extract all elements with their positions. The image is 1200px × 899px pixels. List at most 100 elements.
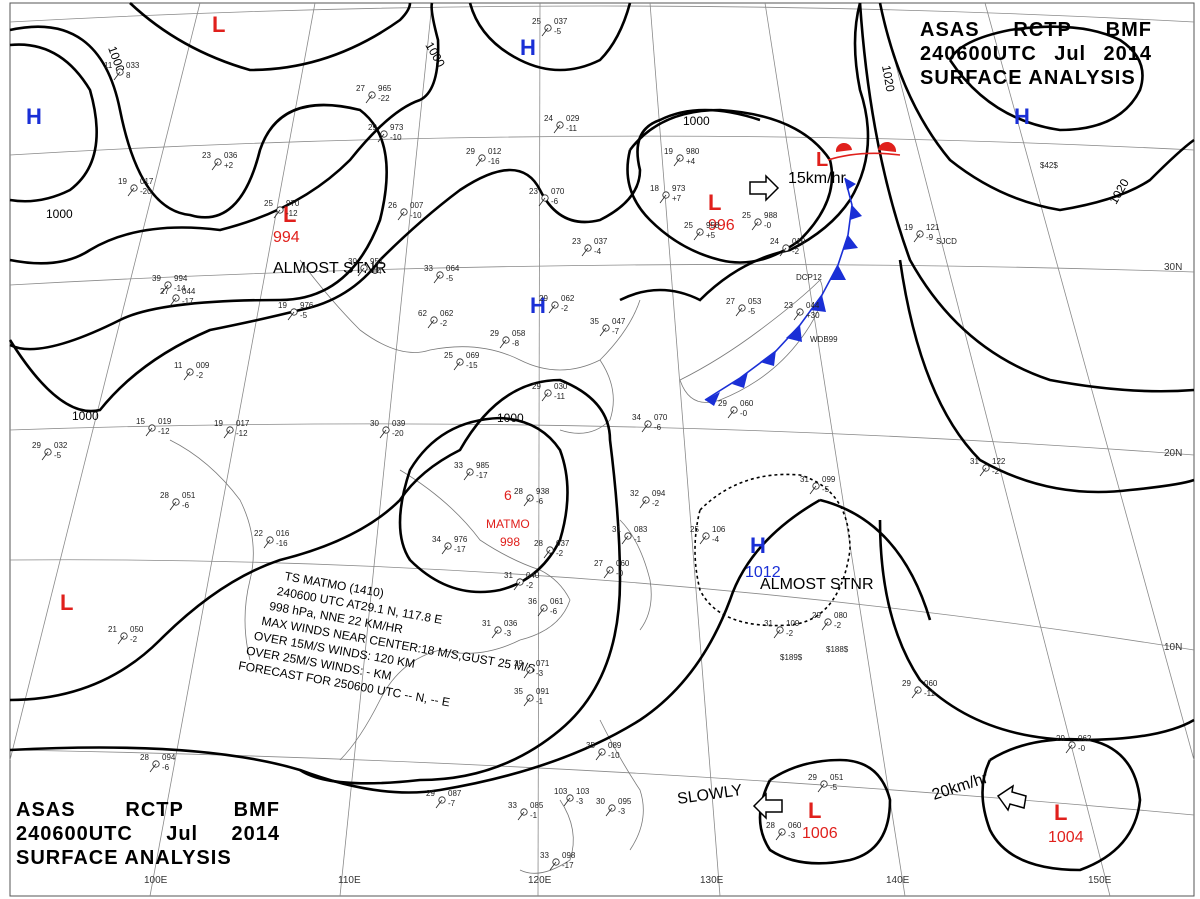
station-plot: 29 062-0: [1056, 734, 1092, 754]
station-pressure: 958: [706, 221, 720, 230]
high-center-symbol: H: [26, 104, 42, 129]
station-pressure-change: -5: [822, 485, 830, 494]
station-plot: 33 064-5: [424, 264, 460, 284]
station-temperature: 30: [596, 797, 605, 806]
station-temperature: 29: [466, 147, 475, 156]
wind-barb-icon: [793, 311, 801, 321]
station-pressure-change: -12: [286, 209, 298, 218]
wind-barb-icon: [365, 94, 373, 104]
station-pressure: 037: [554, 17, 568, 26]
station-pressure-change: -17: [476, 471, 488, 480]
station-plot: 30 095-3: [596, 797, 632, 817]
isobar-1012-dotted: [694, 473, 851, 627]
station-pressure: 094: [652, 489, 666, 498]
station-temperature: 33: [454, 461, 463, 470]
station-pressure-change: -20: [140, 187, 152, 196]
station-pressure: 976: [454, 535, 468, 544]
station-temperature: 35: [590, 317, 599, 326]
station-pressure: 044: [806, 301, 820, 310]
station-plot: 15 019-12: [136, 417, 172, 437]
station-temperature: 29: [368, 123, 377, 132]
station-pressure-change: -3: [576, 797, 584, 806]
station-pressure-change: +7: [672, 194, 682, 203]
low-pressure-value: 994: [273, 229, 300, 246]
station-temperature: 25: [690, 525, 699, 534]
station-temperature: 27: [160, 287, 169, 296]
station-temperature: 35: [514, 687, 523, 696]
wind-barb-icon: [548, 304, 556, 314]
station-temperature: 25: [742, 211, 751, 220]
station-pressure-change: -2: [834, 621, 842, 630]
header-office: BMF: [233, 799, 280, 821]
wind-barb-icon: [641, 423, 649, 433]
wind-barb-icon: [541, 27, 549, 37]
station-temperature: 29: [539, 294, 548, 303]
station-plot: 19 980+4: [664, 147, 700, 167]
isobar-h-west-inner: [9, 43, 98, 203]
station-pressure-change: -6: [162, 763, 170, 772]
isobar-label: 1000: [497, 411, 524, 425]
wind-barb-icon: [263, 539, 271, 549]
low-pressure-value: 996: [708, 217, 735, 234]
low-center-symbol: L: [808, 798, 821, 823]
station-temperature: 31: [482, 619, 491, 628]
typhoon-advisory: TS MATMO (1410) 240600 UTC AT29.1 N, 117…: [237, 569, 536, 709]
station-plot: 19 976-5: [278, 301, 314, 321]
station-pressure: 040: [526, 571, 540, 580]
station-pressure: 988: [764, 211, 778, 220]
wind-barb-icon: [499, 339, 507, 349]
header-analysis: SURFACE ANALYSIS: [16, 847, 232, 869]
coast-philippines: [599, 719, 644, 851]
station-temperature: 30: [348, 257, 357, 266]
high-pressure-value: 1012: [745, 564, 781, 581]
isobar-1000-west: [9, 2, 440, 265]
station-plot: 33 098-17: [540, 851, 576, 871]
station-pressure: 016: [276, 529, 290, 538]
station-code: $189$: [780, 653, 803, 662]
station-plot: 35 047-7: [590, 317, 626, 337]
wind-barb-icon: [113, 71, 121, 81]
wind-barb-icon: [537, 607, 545, 617]
station-pressure-change: -17: [182, 297, 194, 306]
station-plot: 25 988-0: [742, 211, 778, 231]
station-temperature: 24: [544, 114, 553, 123]
station-plot: 11 009-2: [174, 361, 210, 381]
coast-taiwan-luzon: [619, 519, 652, 631]
station-pressure-change: -1: [634, 535, 642, 544]
station-plot: 29 973-10: [368, 123, 404, 143]
station-pressure: 062: [440, 309, 454, 318]
wind-barb-icon: [605, 807, 613, 817]
wind-barb-icon: [1065, 744, 1073, 754]
typhoon-matmo: 6 MATMO 998: [486, 487, 530, 549]
station-pressure: 010: [792, 237, 806, 246]
lat-label: 30N: [1164, 262, 1182, 273]
wind-barb-icon: [433, 274, 441, 284]
station-pressure-change: -14: [174, 284, 186, 293]
station-plot: 31 036-3: [482, 619, 518, 639]
wind-barb-icon: [595, 751, 603, 761]
station-plot: 24 010-2: [770, 237, 806, 257]
isobar-1020-right: [858, 2, 1195, 393]
wind-barb-icon: [397, 211, 405, 221]
station-plot: 30 039-20: [370, 419, 406, 439]
coast-indochina: [339, 639, 521, 761]
parallel-20n: [9, 423, 1195, 456]
wind-barb-icon: [427, 319, 435, 329]
station-pressure: 122: [992, 457, 1006, 466]
station-temperature: 25: [264, 199, 273, 208]
high-center-symbol: H: [1014, 104, 1030, 129]
station-temperature: 29: [426, 789, 435, 798]
station-pressure-change: -5: [54, 451, 62, 460]
station-plot: 27 965-22: [356, 84, 392, 104]
header-time: 240600UTC: [920, 43, 1037, 65]
isobar-1006-ring: [758, 758, 892, 865]
station-pressure: 060: [616, 559, 630, 568]
station-temperature: 19: [278, 301, 287, 310]
station-code: $42$: [1040, 161, 1058, 170]
station-pressure: 062: [1078, 734, 1092, 743]
wind-barb-icon: [475, 157, 483, 167]
station-pressure-change: -4: [712, 535, 720, 544]
station-plot: 23 044+30: [784, 301, 820, 321]
wind-barb-icon: [913, 233, 921, 243]
